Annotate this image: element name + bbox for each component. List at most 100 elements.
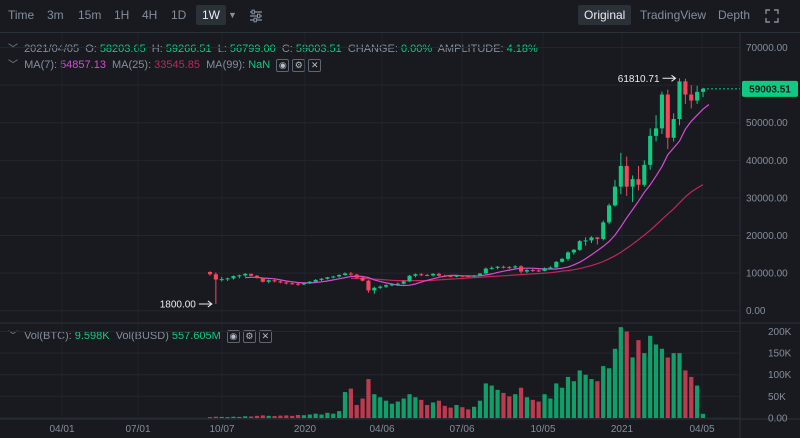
- view-depth[interactable]: Depth: [718, 8, 751, 22]
- high-value: 59266.51: [165, 43, 212, 55]
- interval-1h[interactable]: 1H: [114, 8, 130, 22]
- candle-body: [524, 270, 529, 272]
- volume-tick-label: 0.00: [768, 414, 788, 425]
- volume-bar: [219, 416, 224, 418]
- volume-tick-label: 150K: [768, 349, 792, 360]
- candle-body: [659, 94, 664, 129]
- volume-bar: [636, 340, 641, 418]
- volume-bar: [254, 415, 260, 418]
- interval-15m[interactable]: 15m: [78, 8, 102, 22]
- settings-icon[interactable]: ⚙: [242, 329, 256, 343]
- view-original[interactable]: Original: [578, 5, 632, 25]
- candle-body: [243, 273, 248, 276]
- volume-bar: [307, 414, 312, 418]
- candle-body: [560, 258, 565, 262]
- volume-bar: [225, 417, 230, 419]
- volume-bar: [372, 394, 377, 418]
- indicator-settings-icon[interactable]: [249, 9, 263, 23]
- x-tick-label: 04/05: [689, 424, 714, 435]
- eye-icon[interactable]: ◉: [276, 58, 290, 72]
- volume-bar: [524, 397, 530, 418]
- volume-bar: [689, 376, 694, 418]
- volume-bar: [642, 353, 647, 418]
- close-icon[interactable]: ✕: [308, 58, 322, 72]
- volume-tick-label: 50K: [768, 392, 786, 403]
- volume-bar: [419, 399, 424, 418]
- candle-body: [583, 240, 588, 242]
- volume-bar: [630, 357, 635, 418]
- volume-bar: [477, 400, 483, 418]
- volume-bar: [295, 414, 301, 418]
- collapse-chevron-icon[interactable]: ﹀: [8, 60, 18, 71]
- volume-bar: [677, 353, 682, 418]
- candle-body: [548, 267, 553, 269]
- volume-bar: [536, 401, 541, 418]
- interval-time[interactable]: Time: [8, 8, 35, 22]
- candle-body: [384, 285, 389, 287]
- candle-body: [677, 81, 682, 119]
- high-arrow-icon: [662, 74, 677, 82]
- candle-body: [219, 279, 224, 281]
- volume-bar: [301, 415, 307, 418]
- interval-1d[interactable]: 1D: [171, 8, 187, 22]
- candle-body: [571, 249, 576, 253]
- candle-body: [260, 278, 265, 282]
- volume-bar: [413, 397, 418, 418]
- more-intervals-dropdown-icon[interactable]: ▼: [228, 10, 237, 20]
- interval-4h[interactable]: 4H: [142, 8, 158, 22]
- fullscreen-icon[interactable]: [765, 9, 779, 23]
- candle-body: [401, 281, 406, 284]
- ma25-label: MA(25):: [112, 59, 152, 71]
- settings-icon[interactable]: ⚙: [292, 58, 306, 72]
- volume-bar: [331, 413, 336, 418]
- candle-body: [565, 252, 571, 259]
- interval-3m[interactable]: 3m: [47, 8, 64, 22]
- candle-body: [342, 273, 348, 275]
- candle-body: [213, 274, 218, 280]
- candle-body: [513, 266, 518, 268]
- candle-body: [671, 118, 676, 138]
- volume-bar: [248, 416, 254, 418]
- volume-bar: [342, 392, 348, 418]
- candle-body: [648, 135, 653, 165]
- volume-bar: [606, 368, 612, 418]
- volume-bar: [507, 396, 512, 418]
- volume-bar: [407, 394, 412, 418]
- collapse-chevron-icon[interactable]: ﹀: [8, 331, 18, 342]
- volume-bar: [378, 397, 383, 418]
- collapse-chevron-icon[interactable]: ﹀: [8, 44, 18, 55]
- volume-bar: [548, 398, 553, 418]
- volume-bar: [383, 400, 389, 418]
- candle-body: [290, 283, 295, 285]
- candle-body: [319, 278, 324, 280]
- volume-bar: [471, 406, 477, 418]
- candle-body: [536, 270, 541, 272]
- close-icon[interactable]: ✕: [258, 329, 272, 343]
- y-tick-label: 70000.00: [746, 43, 788, 54]
- candle-body: [507, 267, 512, 269]
- candle-body: [354, 274, 359, 278]
- interval-1w[interactable]: 1W: [196, 5, 226, 25]
- candle-body: [624, 165, 629, 187]
- volume-tick-label: 100K: [768, 370, 792, 381]
- volume-bar: [624, 331, 629, 418]
- candle-body: [501, 266, 506, 268]
- volume-bar: [272, 416, 277, 418]
- candle-body: [313, 279, 318, 282]
- view-tradingview[interactable]: TradingView: [640, 8, 707, 22]
- candle-body: [442, 275, 447, 277]
- volume-bar: [695, 385, 700, 418]
- ma25-value: 33545.85: [154, 59, 201, 71]
- volume-bar: [213, 416, 218, 418]
- volume-bar: [325, 412, 330, 418]
- open-value: 58203.65: [99, 43, 146, 55]
- amplitude-label: AMPLITUDE:: [437, 43, 504, 55]
- vol-btc-label: Vol(BTC):: [24, 330, 72, 342]
- eye-icon[interactable]: ◉: [226, 329, 240, 343]
- volume-bar: [260, 415, 265, 418]
- candle-body: [665, 94, 670, 138]
- candle-body: [360, 277, 365, 281]
- candle-body: [612, 186, 618, 206]
- volume-bar: [401, 398, 406, 418]
- x-tick-label: 04/06: [369, 424, 394, 435]
